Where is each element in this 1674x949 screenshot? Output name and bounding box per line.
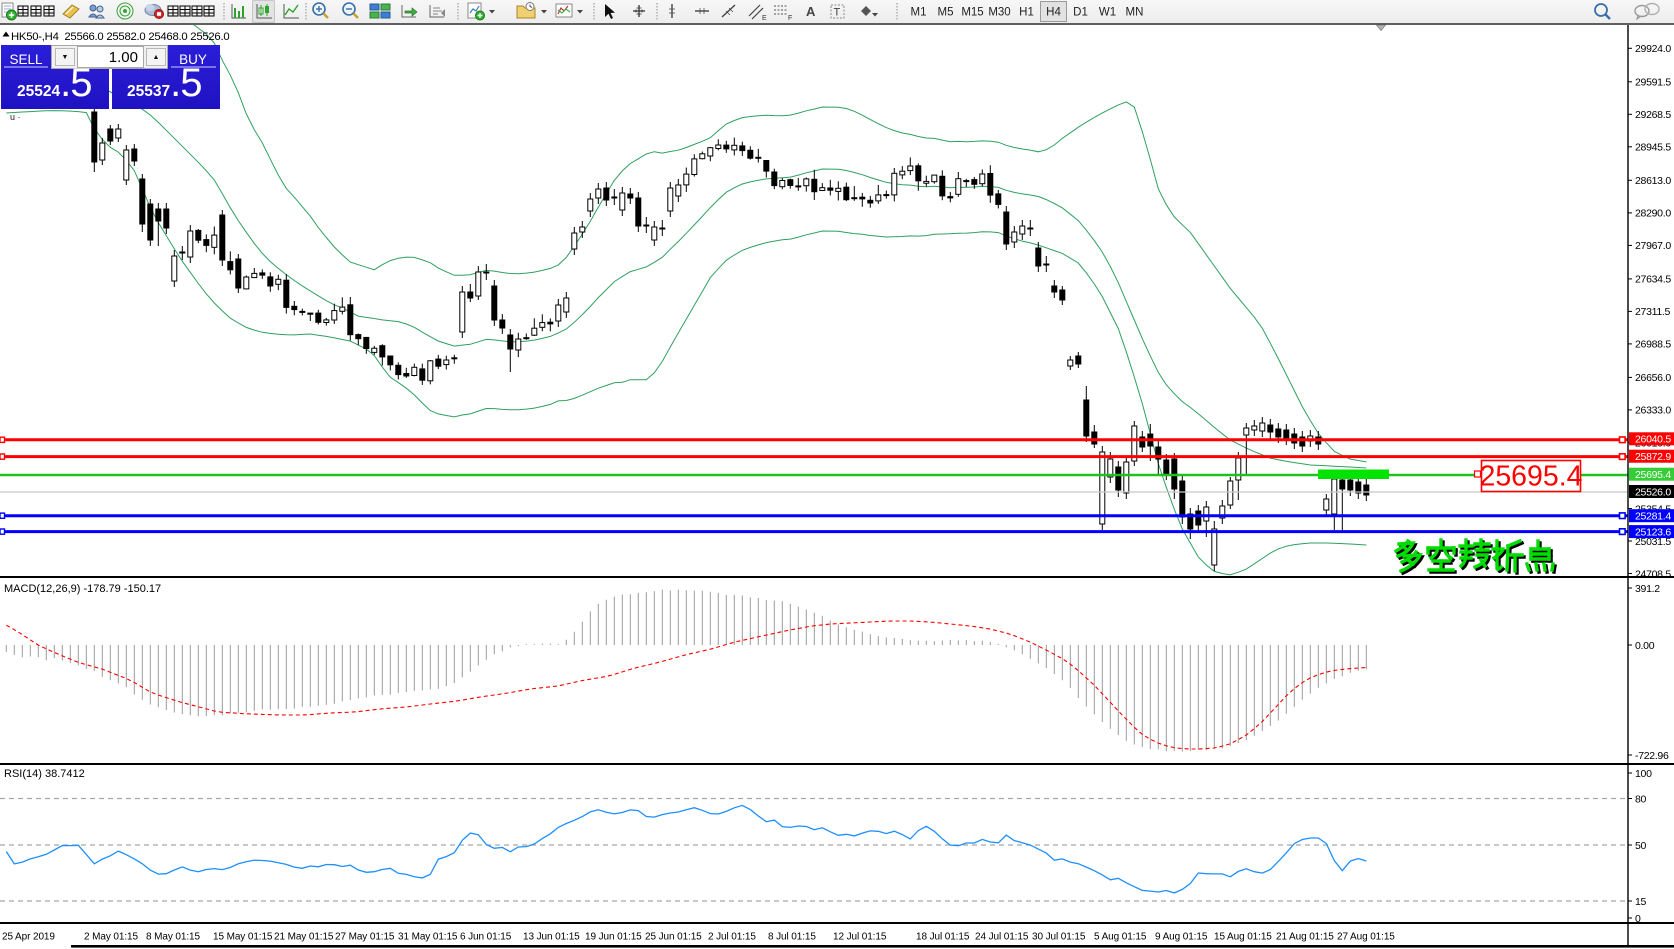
svg-text:8 Jul 01:15: 8 Jul 01:15 (768, 932, 816, 943)
svg-text:19 Jun 01:15: 19 Jun 01:15 (585, 932, 642, 943)
svg-text:26656.0: 26656.0 (1635, 372, 1671, 384)
svg-text:13 Jun 01:15: 13 Jun 01:15 (523, 932, 580, 943)
svg-text:26988.5: 26988.5 (1635, 339, 1671, 351)
svg-text:26040.5: 26040.5 (1635, 434, 1671, 446)
svg-text:RSI(14) 38.7412: RSI(14) 38.7412 (4, 768, 85, 780)
svg-text:6 Jun 01:15: 6 Jun 01:15 (460, 932, 512, 943)
svg-text:25031.5: 25031.5 (1635, 536, 1671, 548)
svg-text:29591.5: 29591.5 (1635, 77, 1671, 89)
svg-text:27 May 01:15: 27 May 01:15 (335, 932, 395, 943)
svg-text:25 Apr 2019: 25 Apr 2019 (2, 932, 55, 943)
svg-text:HK50-,H4 25566.0 25582.0 2546: HK50-,H4 25566.0 25582.0 25468.0 25526.0 (11, 31, 229, 43)
svg-text:A: A (806, 4, 816, 19)
svg-text:9 Aug 01:15: 9 Aug 01:15 (1155, 932, 1208, 943)
svg-text:u ·: u · (10, 112, 21, 122)
svg-text:391.2: 391.2 (1635, 583, 1660, 595)
svg-text:24708.5: 24708.5 (1635, 568, 1671, 580)
svg-text:25526.0: 25526.0 (1635, 486, 1671, 498)
svg-text:25695.4: 25695.4 (1479, 461, 1582, 493)
svg-text:15 May 01:15: 15 May 01:15 (213, 932, 273, 943)
svg-text:MACD(12,26,9) -178.79 -150.17: MACD(12,26,9) -178.79 -150.17 (4, 583, 161, 595)
svg-text:27634.5: 27634.5 (1635, 274, 1671, 286)
svg-text:29268.5: 29268.5 (1635, 109, 1671, 121)
svg-text:M15: M15 (961, 7, 983, 19)
svg-text:21 Aug 01:15: 21 Aug 01:15 (1276, 932, 1334, 943)
svg-text:30 Jul 01:15: 30 Jul 01:15 (1032, 932, 1086, 943)
svg-text:D1: D1 (1073, 7, 1088, 19)
svg-text:24 Jul 01:15: 24 Jul 01:15 (975, 932, 1029, 943)
svg-text:27 Aug 01:15: 27 Aug 01:15 (1337, 932, 1395, 943)
svg-text:26333.0: 26333.0 (1635, 405, 1671, 417)
svg-text:28290.0: 28290.0 (1635, 208, 1671, 220)
svg-text:80: 80 (1635, 793, 1647, 805)
svg-text:8 May 01:15: 8 May 01:15 (146, 932, 200, 943)
svg-text:15 Aug 01:15: 15 Aug 01:15 (1214, 932, 1272, 943)
svg-text:25281.4: 25281.4 (1635, 511, 1671, 523)
svg-text:M30: M30 (988, 7, 1010, 19)
svg-text:25695.4: 25695.4 (1635, 469, 1671, 481)
svg-text:M1: M1 (911, 7, 927, 19)
svg-text:18 Jul 01:15: 18 Jul 01:15 (916, 932, 970, 943)
svg-text:0: 0 (1635, 913, 1641, 925)
svg-text:2 May 01:15: 2 May 01:15 (84, 932, 138, 943)
svg-text:28945.5: 28945.5 (1635, 142, 1671, 154)
svg-text:31 May 01:15: 31 May 01:15 (398, 932, 458, 943)
svg-text:2 Jul 01:15: 2 Jul 01:15 (708, 932, 756, 943)
svg-text:E: E (762, 15, 767, 22)
svg-text:0.00: 0.00 (1635, 640, 1655, 652)
svg-text:29924.0: 29924.0 (1635, 43, 1671, 55)
svg-text:MN: MN (1126, 7, 1144, 19)
svg-text:H4: H4 (1046, 7, 1061, 19)
svg-text:W1: W1 (1099, 7, 1116, 19)
svg-text:15: 15 (1635, 896, 1647, 908)
svg-text:21 May 01:15: 21 May 01:15 (274, 932, 334, 943)
svg-text:100: 100 (1635, 768, 1652, 780)
svg-text:27311.5: 27311.5 (1635, 306, 1671, 318)
svg-text:H1: H1 (1019, 7, 1034, 19)
svg-text:M5: M5 (938, 7, 954, 19)
svg-text:5 Aug 01:15: 5 Aug 01:15 (1094, 932, 1147, 943)
svg-text:-722.96: -722.96 (1635, 750, 1669, 762)
svg-text:F: F (788, 15, 792, 22)
svg-text:T: T (834, 7, 841, 19)
svg-text:50: 50 (1635, 840, 1647, 852)
svg-text:28613.0: 28613.0 (1635, 175, 1671, 187)
svg-text:25 Jun 01:15: 25 Jun 01:15 (645, 932, 702, 943)
svg-text:25123.6: 25123.6 (1635, 526, 1671, 538)
svg-text:12 Jul 01:15: 12 Jul 01:15 (833, 932, 887, 943)
svg-text:25872.9: 25872.9 (1635, 451, 1671, 463)
svg-text:27967.0: 27967.0 (1635, 240, 1671, 252)
